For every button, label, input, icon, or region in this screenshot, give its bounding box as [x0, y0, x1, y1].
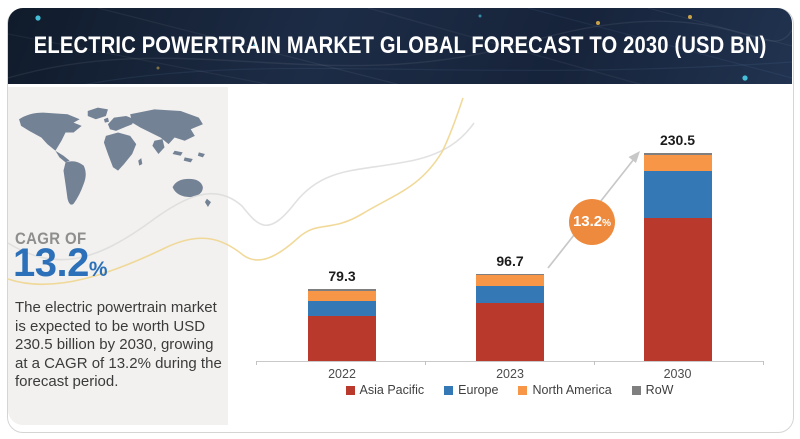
bar-segment-row — [476, 273, 544, 275]
axis-tick — [763, 361, 764, 365]
category-label-2022: 2022 — [328, 367, 356, 381]
total-label-2030: 230.5 — [659, 132, 696, 148]
legend-swatch — [345, 385, 355, 395]
bar-segment-north-america — [476, 274, 544, 286]
growth-badge-percent-sign: % — [602, 218, 612, 229]
legend-item-asia-pacific: Asia Pacific — [345, 383, 425, 397]
legend-swatch — [444, 385, 454, 395]
bar-segment-row — [643, 153, 712, 155]
legend-label: North America — [532, 383, 612, 397]
legend-label: Europe — [458, 383, 499, 397]
bar-segment-europe — [476, 285, 544, 304]
bar-2030 — [643, 153, 712, 361]
header-banner: ELECTRIC POWERTRAIN MARKET GLOBAL FORECA… — [8, 8, 792, 84]
bar-segment-row — [308, 289, 376, 291]
bar-segment-asia-pacific — [643, 217, 712, 361]
category-label-2030: 2030 — [663, 367, 692, 381]
bar-2023 — [476, 273, 544, 361]
bar-segment-europe — [643, 171, 712, 218]
legend-item-row: RoW — [631, 383, 674, 397]
bar-segment-asia-pacific — [308, 315, 376, 361]
page-title: ELECTRIC POWERTRAIN MARKET GLOBAL FORECA… — [33, 32, 767, 59]
axis-tick — [425, 361, 426, 365]
chart-legend: Asia Pacific Europe North America RoW — [256, 383, 763, 397]
bar-segment-europe — [308, 300, 376, 316]
x-axis — [256, 361, 763, 362]
bar-segment-asia-pacific — [476, 303, 544, 361]
bar-segment-north-america — [308, 290, 376, 301]
bar-2022 — [308, 289, 376, 361]
legend-label: Asia Pacific — [359, 383, 425, 397]
legend-swatch — [631, 385, 641, 395]
axis-tick — [256, 361, 257, 365]
axis-tick — [594, 361, 595, 365]
growth-badge: 13.2% — [569, 199, 615, 245]
growth-badge-value: 13.2 — [572, 213, 603, 230]
banner-decoration — [8, 8, 792, 84]
legend-label: RoW — [645, 383, 674, 397]
bar-segment-north-america — [643, 154, 712, 172]
legend-item-europe: Europe — [444, 383, 498, 397]
category-label-2023: 2023 — [496, 367, 524, 381]
legend-item-north-america: North America — [518, 383, 612, 397]
legend-swatch — [518, 385, 528, 395]
total-label-2022: 79.3 — [328, 268, 356, 285]
market-summary-text: The electric powertrain market is expect… — [15, 299, 222, 390]
total-label-2023: 96.7 — [496, 252, 524, 269]
